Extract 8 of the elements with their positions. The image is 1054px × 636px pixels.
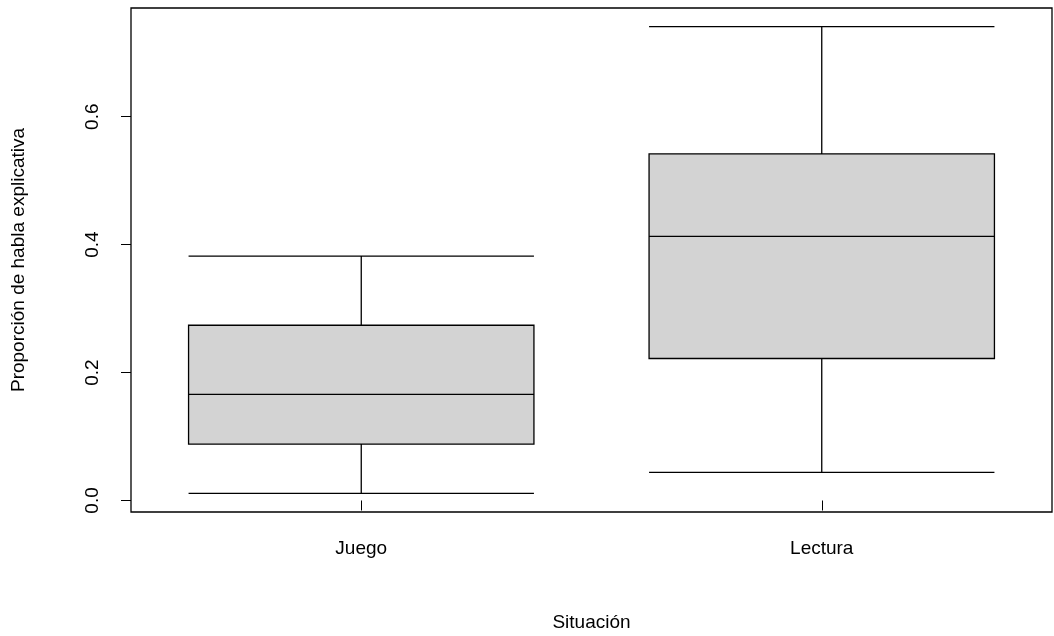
y-tick-label: 0.2 [81,359,102,386]
x-tick-label: Lectura [790,537,854,558]
y-tick-label: 0.6 [81,103,102,130]
y-tick-label: 0.0 [81,487,102,514]
y-tick-label: 0.4 [81,231,102,258]
x-axis-title: Situación [552,611,631,632]
y-axis-title: Proporción de habla explicativa [7,127,28,393]
x-tick-label: Juego [335,537,388,558]
